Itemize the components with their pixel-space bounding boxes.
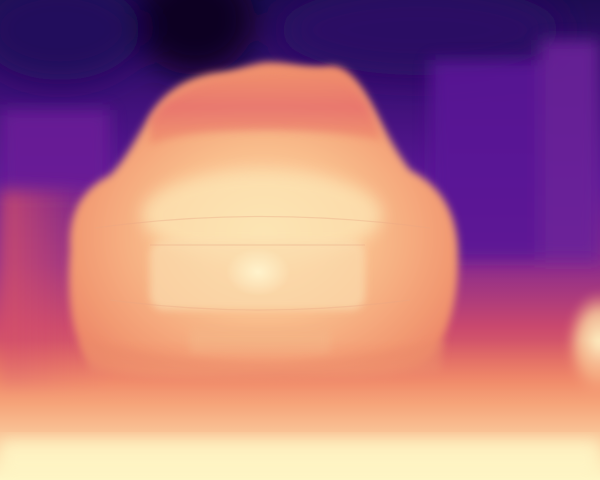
car-logo-glow: [226, 248, 290, 296]
far-dark-region: [0, 0, 560, 80]
grille-lines: [94, 215, 431, 311]
car-hood: [142, 170, 382, 260]
car-windshield: [150, 69, 382, 145]
nearest-ground: [0, 440, 600, 480]
background-streaks: [0, 40, 600, 260]
